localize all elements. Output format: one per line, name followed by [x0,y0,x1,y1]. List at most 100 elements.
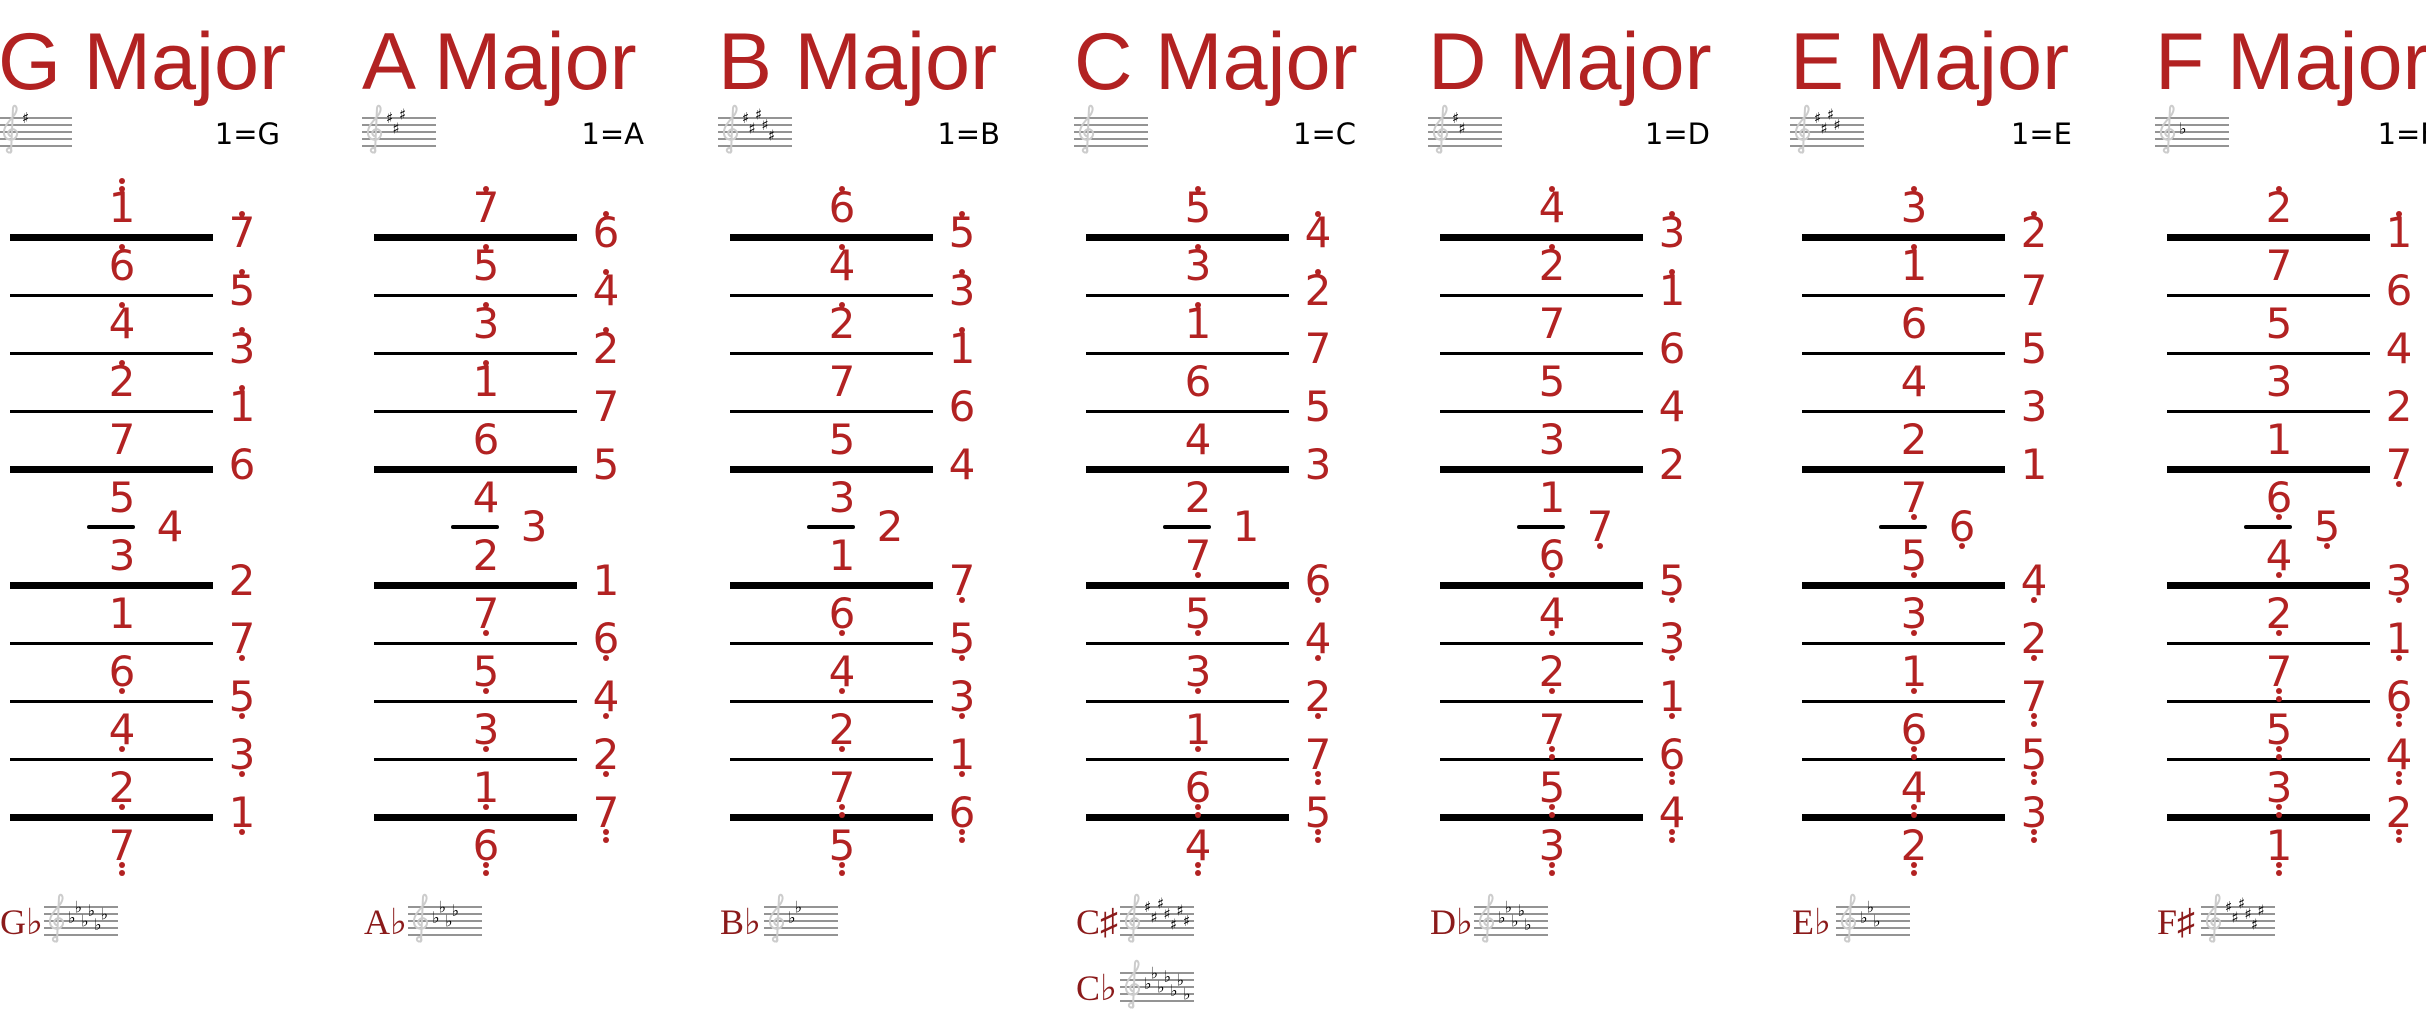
octave-down-dot [119,746,125,752]
note-degree: 4 [592,672,620,721]
octave-up-dot [2031,211,2037,217]
note-degree: 7 [108,821,136,870]
scale-note: 4 [937,444,987,486]
note-degree: 4 [2020,556,2048,605]
octave-up-dot [1315,269,1321,275]
scale-note: 1 [937,327,987,370]
note-degree: 2 [1538,241,1566,290]
note-degree: 2 [108,357,136,406]
note-degree: 7 [1538,299,1566,348]
note-degree: 5 [592,440,620,489]
staff-line [1086,233,1289,241]
octave-down-dot [1669,713,1675,719]
note-degree: 1 [1232,502,1260,551]
scale-note: 1 [217,385,267,428]
sharp-icon: ♯ [1177,902,1184,920]
note-degree: 3 [1900,589,1928,638]
scale-note: 4 [1647,386,1697,428]
octave-down-dot [2276,812,2282,818]
octave-up-dot [119,360,125,366]
octave-down-dot [1315,655,1321,661]
staff-line [10,409,213,413]
octave-down-dot [239,713,245,719]
note-degree: 5 [108,473,136,522]
note-degree: 5 [828,821,856,870]
scale-column: E Major ♯ ♯ ♯ ♯ 1=E 3 2 1 7 6 5 4 3 2 1 7 6 5 4 3 2 1 7 6 5 4 3 2 E♭ ♭… [1790,0,2162,1023]
scale-note: 5 [461,651,511,694]
scale-note: 3 [2254,767,2304,818]
scale-note: 1 [1647,269,1697,312]
octave-down-dot [483,862,489,868]
scale-note: 4 [581,676,631,719]
note-degree: 5 [1304,382,1332,431]
scale-note: 6 [1527,535,1577,578]
scale-note: 5 [2254,303,2304,345]
octave-down-dot [2276,862,2282,868]
scale-note: 3 [817,477,867,519]
note-degree: 7 [1184,531,1212,580]
scale-note: 1 [581,560,631,602]
note-degree: 5 [2313,502,2341,551]
scale-note: 6 [2374,676,2424,727]
note-degree: 2 [472,531,500,580]
note-degree: 1 [2385,614,2413,663]
key-signature [1074,104,1148,154]
octave-down-dot [239,771,245,777]
scale-note: 1 [2009,444,2059,486]
note-degree: 6 [2385,266,2413,315]
octave-down-dot [1315,713,1321,719]
scale-note: 1 [97,593,147,635]
octave-down-dot [1911,812,1917,818]
ledger-line [1163,525,1211,529]
note-degree: 5 [828,415,856,464]
scale-note: 3 [937,676,987,719]
octave-up-dot [239,269,245,275]
staff-line [1802,813,2005,821]
enharmonic-label: B♭ [720,902,761,942]
octave-down-dot [2396,771,2402,777]
note-degree: 4 [1304,614,1332,663]
note-degree: 4 [1538,589,1566,638]
note-degree: 3 [2020,382,2048,431]
staff-line [1440,293,1643,297]
treble-clef-icon [2205,893,2222,943]
scale-note: 6 [461,419,511,461]
scale-note: 2 [1293,269,1343,312]
octave-down-dot [2031,597,2037,603]
octave-down-dot [839,688,845,694]
note-degree: 3 [2020,788,2048,837]
scale-note: 2 [817,709,867,752]
scale-note: 6 [581,618,631,661]
staff-line [374,465,577,473]
octave-down-dot [1959,543,1965,549]
flat-icon: ♭ [1177,971,1185,990]
note-degree: 3 [2385,556,2413,605]
staff-line [1440,699,1643,703]
octave-up-dot [603,211,609,217]
scale-note: 1 [97,178,147,229]
treble-clef-icon [768,893,785,943]
sharp-icon: ♯ [2232,909,2239,927]
scale-note: 7 [1527,709,1577,760]
scale-note: 5 [1527,361,1577,403]
octave-down-dot [1549,870,1555,876]
note-degree: 7 [108,415,136,464]
staff-line [1440,409,1643,413]
octave-down-dot [483,804,489,810]
staff-line [1440,351,1643,355]
scale-note: 2 [1527,244,1577,287]
note-degree: 1 [2385,208,2413,257]
scale-note: 4 [1173,825,1223,876]
enharmonic-key-signature: ♯♯♯♯♯♯ [2201,893,2275,943]
staff-line [374,233,577,241]
scale-note: 1 [2374,618,2424,661]
staff-line [1802,465,2005,473]
octave-up-dot [1195,244,1201,250]
octave-down-dot [483,870,489,876]
octave-down-dot [1195,572,1201,578]
scale-note: 2 [817,302,867,345]
scale-note: 5 [1173,593,1223,636]
flat-icon: ♭ [101,905,109,924]
sharp-icon: ♯ [1459,120,1466,138]
scale-note: 2 [1647,444,1697,486]
